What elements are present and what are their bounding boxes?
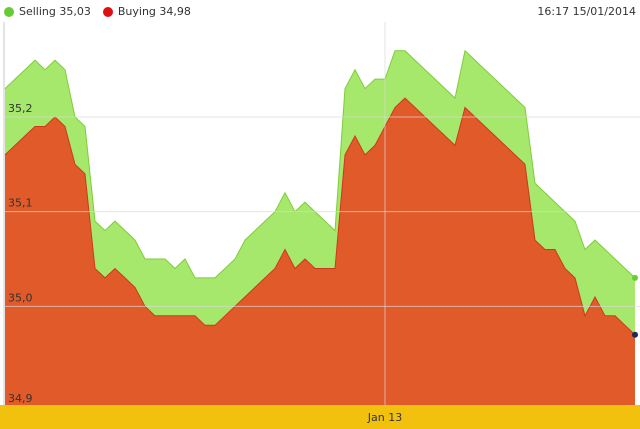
x-tick-label: Jan 13 [367, 411, 402, 424]
y-tick-label: 35,2 [8, 102, 33, 115]
selling-dot-icon [4, 6, 14, 17]
timestamp: 16:17 15/01/2014 [537, 5, 636, 18]
x-axis-band [0, 405, 640, 429]
chart-header: Selling 35,03 Buying 34,98 16:17 15/01/2… [0, 0, 640, 22]
selling-line [4, 49, 636, 279]
legend-item-selling[interactable]: Selling 35,03 [4, 5, 91, 18]
selling-end-point [632, 274, 638, 281]
buying-dot-icon [102, 6, 113, 17]
buying-line [4, 97, 636, 336]
buying-area [5, 98, 635, 405]
legend: Selling 35,03 Buying 34,98 [4, 5, 203, 18]
y-tick-label: 35,0 [8, 291, 33, 304]
price-chart[interactable]: 34,9 35,0 35,1 35,2 Jan 13 [0, 22, 640, 429]
y-tick-label: 35,1 [8, 197, 33, 210]
y-tick-label: 34,9 [8, 392, 33, 405]
buying-end-point [632, 331, 638, 338]
legend-label-buying: Buying 34,98 [117, 5, 191, 18]
legend-item-buying[interactable]: Buying 34,98 [102, 5, 191, 18]
legend-label-selling: Selling 35,03 [19, 5, 91, 18]
